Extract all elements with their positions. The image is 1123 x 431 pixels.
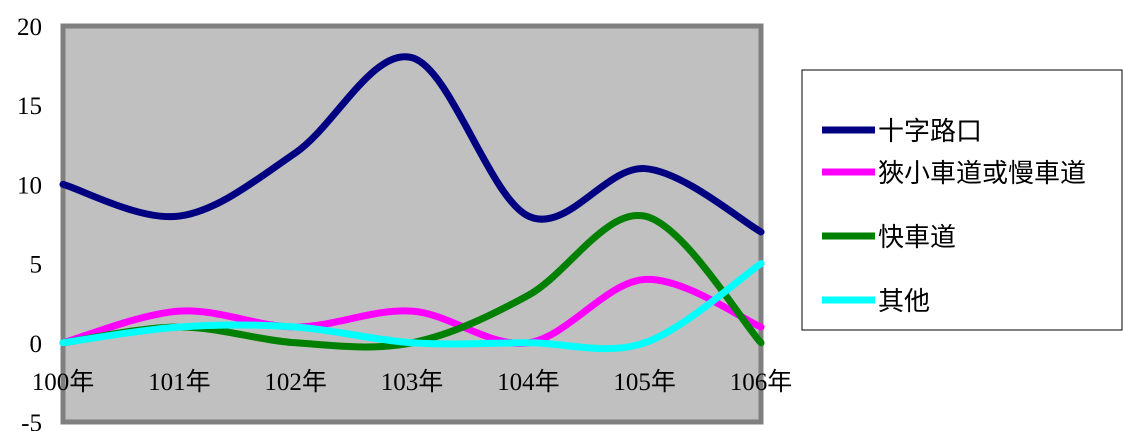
x-tick-label: 102年 xyxy=(264,368,327,396)
x-tick-label: 104年 xyxy=(497,368,560,396)
plot-area xyxy=(60,23,764,425)
legend-label: 快車道 xyxy=(878,223,956,252)
x-tick-label: 105年 xyxy=(613,368,676,396)
series-lines xyxy=(59,53,765,353)
x-axis-ticks: 100年 101年 102年 103年 104年 105年 106年 xyxy=(32,368,793,396)
y-tick-label: 0 xyxy=(30,331,43,358)
x-tick-label: 100年 xyxy=(32,368,95,396)
y-axis-ticks: 20 15 10 5 0 -5 xyxy=(17,14,42,431)
y-tick-label: 10 xyxy=(17,172,42,199)
x-tick-label: 101年 xyxy=(148,368,211,396)
legend-label: 十字路口 xyxy=(878,117,982,146)
series-line-1 xyxy=(59,275,765,347)
y-tick-label: 5 xyxy=(30,252,43,279)
x-tick-label: 103年 xyxy=(381,368,444,396)
y-tick-label: 20 xyxy=(17,14,42,41)
series-line-3 xyxy=(59,260,765,353)
y-tick-label: 15 xyxy=(17,93,42,120)
y-tick-label: -5 xyxy=(21,410,42,431)
legend-label: 其他 xyxy=(878,287,930,316)
series-line-0 xyxy=(59,53,765,236)
legend-box xyxy=(801,69,1123,331)
legend-label: 狹小車道或慢車道 xyxy=(878,159,1086,188)
x-tick-label: 106年 xyxy=(730,368,793,396)
